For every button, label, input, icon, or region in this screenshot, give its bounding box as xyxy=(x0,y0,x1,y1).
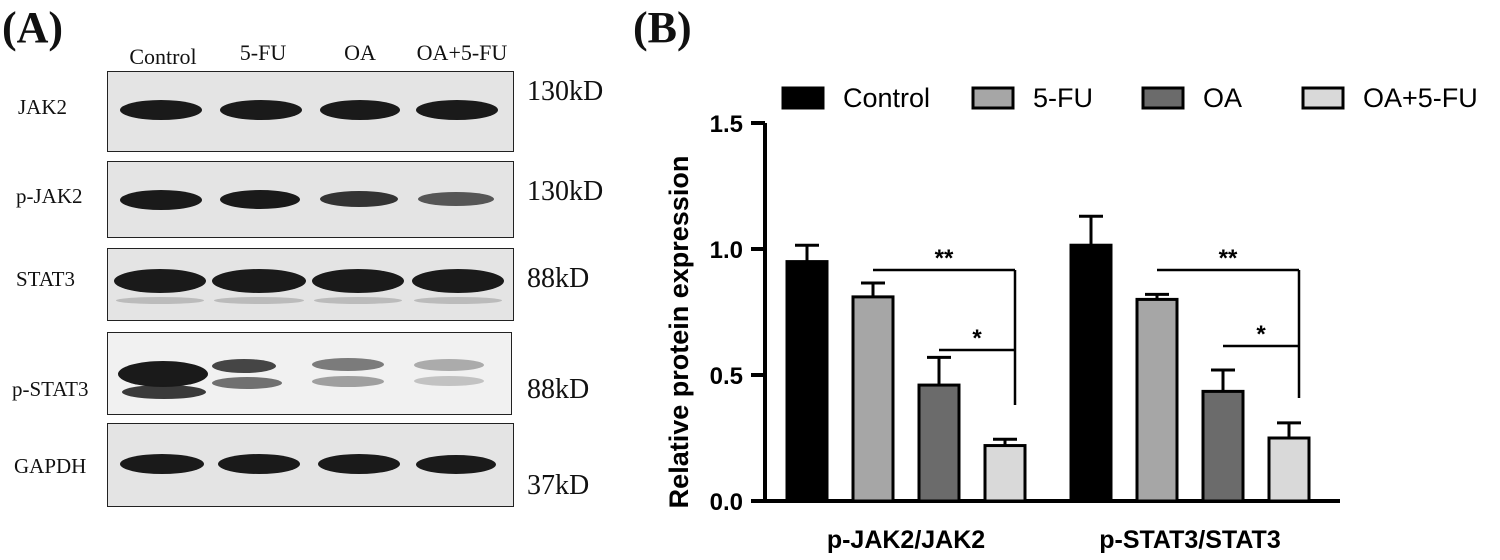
band xyxy=(120,454,204,474)
band xyxy=(214,297,304,304)
legend-swatch xyxy=(1141,86,1185,110)
band xyxy=(118,361,208,387)
bar-control xyxy=(785,260,829,503)
bar-oa xyxy=(917,383,961,503)
band xyxy=(218,454,300,474)
band xyxy=(212,269,306,293)
bar-5-fu xyxy=(851,295,895,503)
band xyxy=(212,377,282,389)
band xyxy=(320,100,400,120)
legend-swatch xyxy=(1301,86,1345,110)
panel-b-label: (B) xyxy=(633,3,692,52)
band xyxy=(312,376,384,387)
row-label-p-jak2: p-JAK2 xyxy=(16,184,83,208)
band xyxy=(320,191,398,207)
band xyxy=(414,376,484,386)
band xyxy=(412,269,504,293)
y-tick-label: 1.5 xyxy=(710,111,743,138)
bar-oa xyxy=(1201,389,1245,503)
significance-label: * xyxy=(972,325,982,352)
panel-a-label: (A) xyxy=(2,3,64,52)
band xyxy=(120,100,202,120)
band xyxy=(116,297,204,304)
x-category-label: p-JAK2/JAK2 xyxy=(827,526,985,554)
legend-label: 5-FU xyxy=(1033,83,1093,113)
band xyxy=(312,269,404,293)
band xyxy=(418,192,494,206)
significance-label: ** xyxy=(1219,245,1238,272)
mw-label-p-jak2: 130kD xyxy=(527,176,604,207)
lane-label-oa-5fu: OA+5-FU xyxy=(416,40,508,65)
lane-label-5fu: 5-FU xyxy=(239,40,287,65)
band xyxy=(414,297,502,304)
legend-swatch xyxy=(971,86,1015,110)
band xyxy=(120,190,202,210)
band xyxy=(414,359,484,371)
blot-p-jak2 xyxy=(107,161,514,238)
blot-stat3 xyxy=(107,248,514,321)
bar-5-fu xyxy=(1135,297,1179,503)
band xyxy=(122,385,206,399)
significance-label: * xyxy=(1256,321,1266,348)
y-tick-label: 0.5 xyxy=(710,363,743,390)
band xyxy=(314,297,402,304)
significance-label: ** xyxy=(935,245,954,272)
mw-label-jak2: 130kD xyxy=(527,76,604,107)
band xyxy=(318,454,400,474)
band xyxy=(220,100,302,120)
lane-label-control: Control xyxy=(129,44,197,69)
legend-label: Control xyxy=(843,83,930,113)
blot-gapdh xyxy=(107,423,514,507)
y-tick-label: 0.0 xyxy=(710,489,743,516)
x-category-label: p-STAT3/STAT3 xyxy=(1099,526,1280,554)
band xyxy=(312,358,384,371)
row-label-p-stat3: p-STAT3 xyxy=(12,377,89,401)
band xyxy=(416,100,498,120)
blot-jak2 xyxy=(107,71,514,152)
band xyxy=(114,269,206,293)
blot-p-stat3 xyxy=(107,332,512,415)
row-label-gapdh: GAPDH xyxy=(14,454,87,478)
band xyxy=(220,190,300,209)
row-label-stat3: STAT3 xyxy=(16,267,75,291)
legend-label: OA+5-FU xyxy=(1363,83,1478,113)
bar-control xyxy=(1069,243,1113,503)
y-axis-title: Relative protein expression xyxy=(664,156,694,509)
y-tick-label: 1.0 xyxy=(710,237,743,264)
bar-oa-5-fu xyxy=(1267,436,1311,503)
row-label-jak2: JAK2 xyxy=(18,95,68,119)
legend-swatch xyxy=(781,86,825,110)
mw-label-stat3: 88kD xyxy=(527,263,590,294)
band xyxy=(416,455,496,474)
mw-label-gapdh: 37kD xyxy=(527,470,590,501)
bar-oa-5-fu xyxy=(983,444,1027,503)
band xyxy=(212,359,276,373)
lane-label-oa: OA xyxy=(344,40,376,65)
legend-label: OA xyxy=(1203,83,1242,113)
mw-label-p-stat3: 88kD xyxy=(527,374,590,405)
